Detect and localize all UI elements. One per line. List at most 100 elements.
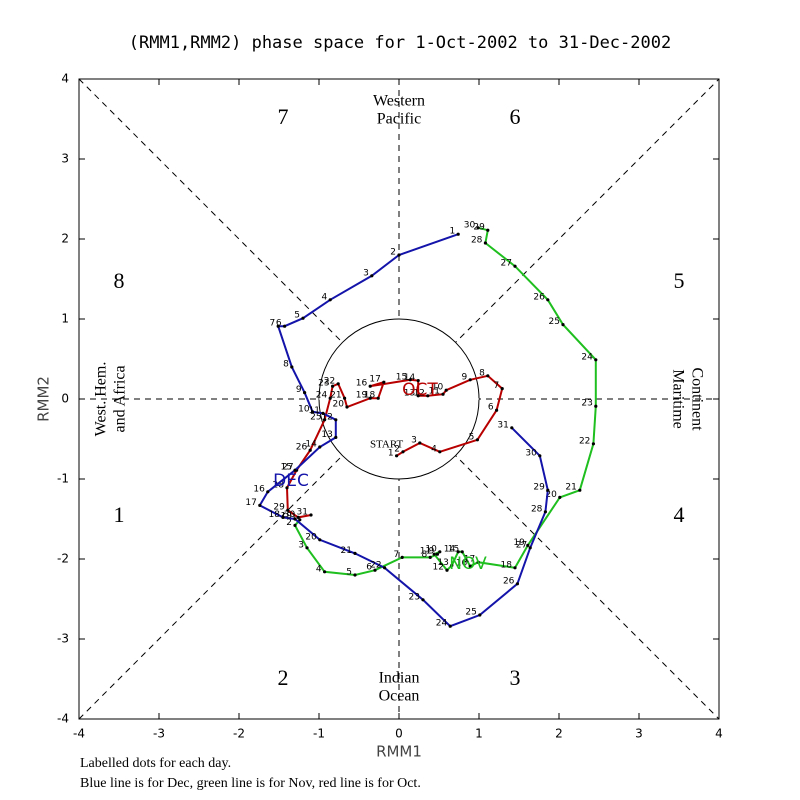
note: Labelled dots for each day. [80, 756, 231, 771]
day-label: 28 [273, 480, 285, 490]
day-dot [450, 563, 454, 568]
day-dot [293, 468, 297, 472]
month-label: NOV [449, 554, 487, 574]
day-label: 12 [433, 563, 444, 573]
note: Blue line is for Dec, green line is for … [80, 776, 421, 791]
day-dot [395, 454, 399, 458]
day-dot [353, 551, 357, 556]
day-label: 22 [324, 376, 335, 386]
day-dot [475, 438, 479, 442]
day-dot [538, 454, 542, 458]
day-dot [328, 298, 332, 302]
day-label: 16 [356, 379, 368, 389]
day-dot [303, 391, 307, 395]
day-dot [373, 568, 377, 572]
day-dot [334, 418, 338, 422]
day-label: 21 [341, 546, 352, 556]
day-label: 13 [404, 388, 415, 398]
day-label: 31 [497, 420, 508, 430]
day-dot [408, 378, 412, 382]
day-label: 3 [363, 268, 369, 278]
day-dot [426, 394, 430, 398]
day-dot [591, 442, 596, 446]
day-label: 5 [469, 432, 475, 442]
day-dot [323, 570, 327, 574]
day-dot [486, 374, 490, 378]
day-label: 30 [284, 510, 296, 520]
day-dot [483, 241, 487, 245]
day-dot [353, 573, 357, 577]
day-dot [298, 518, 302, 522]
day-label: 27 [282, 463, 293, 473]
day-label: 29 [533, 483, 545, 493]
x-tick-label: -3 [153, 727, 165, 741]
day-label: 24 [316, 391, 328, 401]
day-dot [456, 550, 460, 554]
day-label: 26 [533, 292, 545, 302]
day-label: 9 [296, 385, 302, 395]
day-label: 11 [420, 547, 431, 557]
day-dot [309, 513, 313, 517]
phase-label: 3 [510, 665, 521, 690]
day-label: 30 [525, 448, 537, 458]
day-label: 12 [321, 412, 332, 422]
day-dot [331, 384, 335, 388]
x-tick-label: 3 [635, 727, 643, 741]
start-label: START [370, 438, 404, 450]
day-dot [476, 226, 480, 230]
day-label: 15 [281, 463, 292, 473]
phase-label: 8 [114, 268, 125, 293]
day-dot [515, 582, 520, 586]
day-dot [283, 324, 287, 328]
y-tick-label: 0 [61, 392, 69, 406]
day-label: 4 [321, 292, 327, 302]
y-tick-label: -4 [57, 712, 69, 726]
day-label: 20 [305, 532, 317, 542]
y-tick-label: -1 [57, 472, 69, 486]
day-label: 8 [283, 360, 289, 370]
day-label: 7 [493, 381, 499, 391]
day-dot [594, 358, 598, 362]
day-dot [368, 396, 372, 400]
day-label: 22 [579, 436, 590, 446]
day-label: 9 [461, 372, 467, 382]
day-dot [546, 298, 550, 302]
day-dot [478, 613, 482, 617]
day-label: 24 [581, 352, 593, 362]
day-label: 18 [501, 560, 513, 570]
day-label: 2 [390, 248, 396, 258]
day-dot [416, 379, 420, 383]
y-tick-label: 3 [61, 152, 69, 166]
day-label: 1 [388, 448, 394, 458]
day-label: 19 [281, 512, 293, 522]
day-label: 10 [298, 404, 310, 414]
day-label: 25 [549, 317, 560, 327]
day-label: 4 [431, 444, 437, 454]
day-label: 28 [471, 236, 483, 246]
day-label: 6 [488, 403, 494, 413]
day-label: 9 [429, 547, 435, 557]
x-tick-label: 1 [475, 727, 483, 741]
day-dot [334, 435, 338, 439]
day-dot [266, 490, 270, 494]
day-label: 16 [456, 559, 468, 569]
day-dot [401, 450, 405, 454]
chart-title: (RMM1,RMM2) phase space for 1-Oct-2002 t… [129, 33, 671, 53]
day-dot [296, 515, 300, 520]
day-dot [441, 392, 445, 396]
y-tick-label: 1 [61, 312, 69, 326]
day-dot [285, 486, 289, 490]
x-axis-label: RMM1 [376, 743, 422, 761]
day-label: 2 [394, 444, 400, 454]
day-dot [513, 566, 517, 570]
day-dot [510, 426, 514, 430]
day-dot [382, 380, 386, 384]
day-dot [416, 394, 420, 398]
day-dot [328, 396, 332, 400]
day-label: 20 [333, 400, 345, 410]
day-label: 28 [531, 504, 543, 514]
day-label: 3 [298, 540, 304, 550]
day-dot [500, 387, 504, 391]
day-label: 11 [309, 406, 320, 416]
day-dot [546, 488, 550, 492]
